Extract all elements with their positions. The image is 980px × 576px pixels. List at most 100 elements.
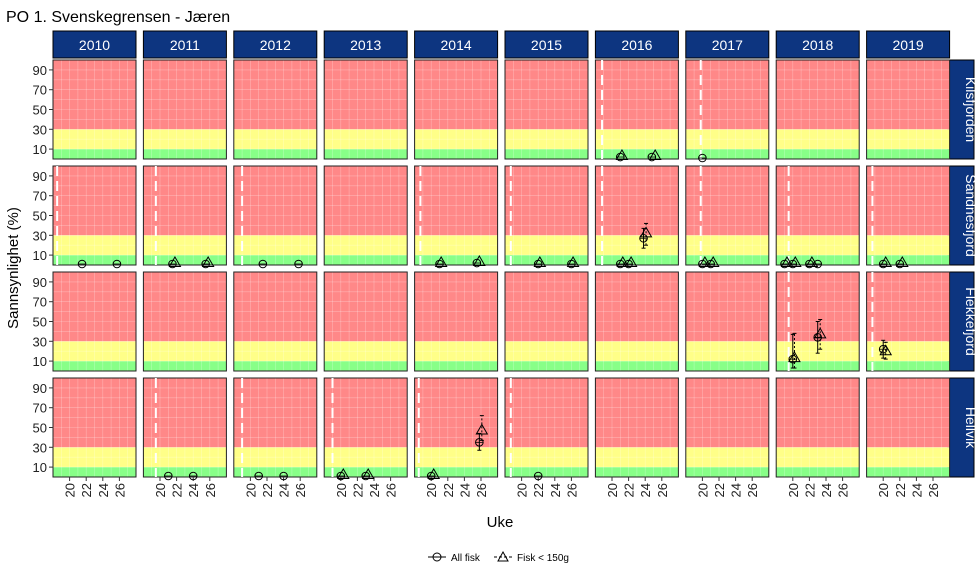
panel-border (233, 377, 318, 478)
band (595, 255, 679, 265)
band (324, 166, 408, 236)
point-fisk-150g (336, 468, 350, 480)
band (505, 272, 588, 342)
band (685, 60, 769, 130)
band (866, 341, 950, 362)
legend-circle-icon (432, 552, 442, 562)
panel-2011-0 (142, 59, 227, 160)
band (866, 255, 950, 265)
year-strip (775, 30, 860, 59)
panel-border (504, 59, 589, 160)
x-tick-label: 20 (876, 483, 891, 497)
panel-2015-1 (504, 165, 589, 266)
band (595, 272, 679, 342)
panel-border (594, 165, 679, 266)
band (685, 149, 769, 159)
panel-2016-1 (594, 165, 679, 266)
point-fisk-150g (780, 256, 794, 268)
year-strip (233, 30, 318, 59)
band (324, 341, 408, 362)
band (505, 149, 588, 159)
panel-2011-3 (142, 377, 227, 478)
panel-border (866, 165, 951, 266)
band (233, 149, 317, 159)
point-fisk-150g (201, 256, 215, 268)
band (685, 166, 769, 236)
y-tick-label: 50 (33, 315, 47, 330)
point-fisk-150g (879, 344, 893, 356)
x-tick-label: 22 (260, 483, 275, 497)
y-tick-label: 70 (33, 401, 47, 416)
band (414, 166, 498, 236)
x-tick-label: 24 (729, 483, 744, 497)
band (143, 235, 227, 256)
x-tick-label: 26 (926, 483, 941, 497)
panel-2016-0 (594, 59, 679, 160)
panel-border (775, 377, 860, 478)
band (595, 166, 679, 236)
location-strip (947, 377, 975, 478)
band (233, 447, 317, 468)
band (776, 361, 860, 371)
band (143, 255, 227, 265)
band (414, 235, 498, 256)
panel-border (685, 377, 770, 478)
panel-border (504, 271, 589, 372)
band (414, 129, 498, 150)
panel-border (685, 271, 770, 372)
band (233, 341, 317, 362)
x-tick-label: 22 (79, 483, 94, 497)
x-tick-label: 20 (605, 483, 620, 497)
point-fisk-150g (168, 256, 182, 268)
point-fisk-150g (879, 256, 893, 268)
location-strip (947, 59, 975, 160)
point-fisk-150g (706, 256, 720, 268)
point-fisk-150g (788, 256, 802, 268)
band (233, 272, 317, 342)
x-tick-label: 24 (819, 483, 834, 497)
y-tick-label: 90 (33, 169, 47, 184)
band (866, 166, 950, 236)
band (233, 60, 317, 130)
panel-border (414, 271, 499, 372)
panel-border (775, 165, 860, 266)
point-fisk-150g (624, 256, 638, 268)
x-tick-label: 22 (712, 483, 727, 497)
panel-2010-3 (52, 377, 137, 478)
band (414, 255, 498, 265)
band (53, 255, 136, 265)
x-tick-label: 22 (622, 483, 637, 497)
point-fisk-150g (434, 256, 448, 268)
y-axis-label: Sannsynlighet (%) (5, 207, 22, 329)
band (866, 361, 950, 371)
band (414, 378, 498, 448)
point-fisk-150g (615, 149, 629, 161)
point-fisk-150g (895, 256, 909, 268)
point-fisk-150g (566, 256, 580, 268)
panel-2019-1 (866, 165, 951, 266)
point-fisk-150g (475, 423, 489, 435)
panel-2013-3 (323, 377, 408, 478)
band (776, 60, 860, 130)
x-tick-label: 24 (277, 483, 292, 497)
band (53, 341, 136, 362)
band (685, 341, 769, 362)
band (595, 235, 679, 256)
band (324, 361, 408, 371)
band (143, 272, 227, 342)
panel-border (414, 59, 499, 160)
band (505, 129, 588, 150)
panel-2017-1 (685, 165, 770, 266)
panel-border (414, 165, 499, 266)
band (776, 166, 860, 236)
year-strip-label: 2010 (79, 37, 110, 53)
point-fisk-150g (648, 149, 662, 161)
band (143, 447, 227, 468)
band (53, 361, 136, 371)
y-tick-label: 30 (33, 228, 47, 243)
y-tick-label: 70 (33, 189, 47, 204)
band (324, 60, 408, 130)
band (53, 235, 136, 256)
x-tick-label: 24 (638, 483, 653, 497)
band (414, 341, 498, 362)
